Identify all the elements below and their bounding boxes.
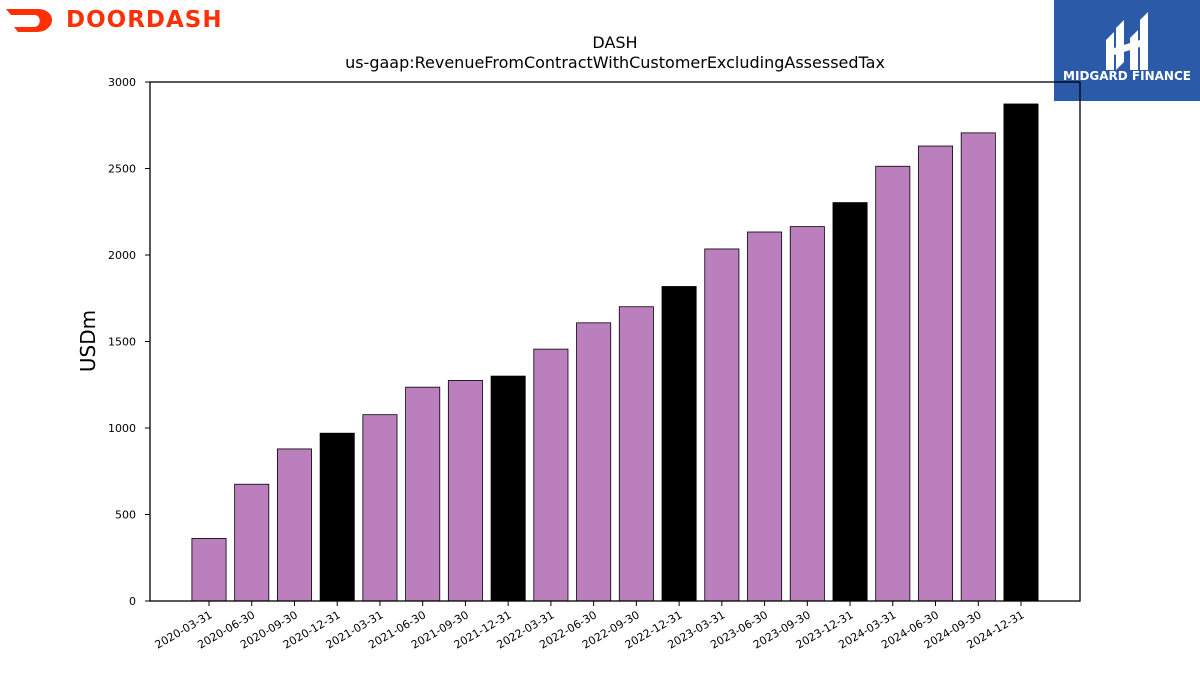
y-tick-label: 2000 (108, 249, 136, 262)
y-axis-ticks: 0 500 1000 1500 2000 2500 3000 (108, 76, 150, 608)
bar-2023-09-30 (789, 226, 825, 602)
bar-2023-03-31 (704, 248, 740, 602)
y-tick-label: 1000 (108, 422, 136, 435)
bar-2022-06-30 (576, 322, 612, 602)
x-axis-ticks: 2020-03-312020-06-302020-09-302020-12-31… (153, 601, 1027, 652)
doordash-wordmark: DOORDASH (66, 7, 223, 33)
bar-2024-06-30 (918, 145, 954, 602)
chart-title: DASH (592, 33, 637, 52)
bar-2021-06-30 (405, 386, 441, 602)
bar-2022-03-31 (533, 348, 569, 602)
midgard-h-mark-icon (1106, 12, 1148, 70)
bar-2020-09-30 (276, 448, 312, 602)
y-tick-label: 1500 (108, 336, 136, 349)
y-tick-label: 500 (115, 509, 136, 522)
bar-2021-09-30 (447, 380, 483, 602)
bar-2024-09-30 (960, 132, 996, 602)
bar-2020-12-31 (319, 432, 355, 602)
doordash-logo: DOORDASH (6, 7, 223, 33)
bar-2023-06-30 (747, 231, 783, 602)
midgard-finance-logo: MIDGARD FINANCE (1054, 0, 1200, 101)
y-axis-label: USDm (76, 310, 100, 372)
bar-2020-06-30 (234, 483, 270, 602)
doordash-dash-icon (6, 9, 53, 32)
bar-2020-03-31 (191, 537, 227, 602)
y-tick-label: 3000 (108, 76, 136, 89)
bar-2024-12-31 (1003, 103, 1039, 602)
bar-2022-12-31 (661, 286, 697, 602)
bar-series (191, 103, 1039, 602)
bar-2023-12-31 (832, 202, 868, 602)
y-tick-label: 0 (129, 595, 136, 608)
plot-frame (149, 81, 1081, 602)
midgard-wordmark: MIDGARD FINANCE (1063, 69, 1191, 83)
bar-2022-09-30 (618, 306, 654, 602)
chart-subtitle: us-gaap:RevenueFromContractWithCustomerE… (345, 53, 885, 72)
y-tick-label: 2500 (108, 163, 136, 176)
bar-2021-03-31 (362, 414, 398, 602)
bar-2021-12-31 (490, 375, 526, 602)
bar-2024-03-31 (875, 165, 911, 602)
